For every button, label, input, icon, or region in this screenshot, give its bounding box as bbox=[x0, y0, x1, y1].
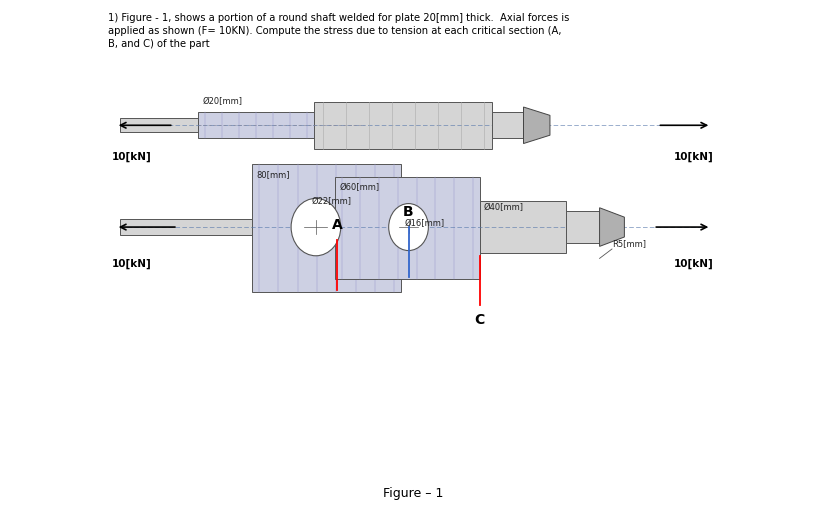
Polygon shape bbox=[600, 208, 624, 246]
Polygon shape bbox=[523, 107, 550, 144]
Text: 10[kN]: 10[kN] bbox=[112, 258, 151, 269]
Ellipse shape bbox=[291, 198, 341, 256]
Bar bbox=[314, 102, 492, 149]
Text: Ø20[mm]: Ø20[mm] bbox=[203, 97, 242, 106]
Ellipse shape bbox=[389, 204, 428, 251]
Text: Ø16[mm]: Ø16[mm] bbox=[404, 219, 445, 228]
Text: 10[kN]: 10[kN] bbox=[674, 151, 714, 162]
Bar bbox=[120, 219, 252, 235]
Text: R5[mm]: R5[mm] bbox=[612, 239, 646, 248]
Text: Ø22[mm]: Ø22[mm] bbox=[312, 197, 351, 206]
Text: C: C bbox=[475, 313, 485, 327]
Bar bbox=[252, 164, 401, 292]
Bar bbox=[120, 118, 198, 132]
Bar bbox=[480, 201, 566, 253]
Text: B: B bbox=[404, 205, 414, 219]
Text: Figure – 1: Figure – 1 bbox=[383, 487, 444, 500]
Text: 10[kN]: 10[kN] bbox=[674, 258, 714, 269]
Text: Ø40[mm]: Ø40[mm] bbox=[484, 204, 523, 212]
Bar bbox=[335, 177, 480, 279]
Text: Ø60[mm]: Ø60[mm] bbox=[339, 183, 380, 192]
Text: 10[kN]: 10[kN] bbox=[112, 151, 151, 162]
Bar bbox=[566, 211, 600, 243]
Text: 80[mm]: 80[mm] bbox=[256, 170, 290, 179]
Text: 1) Figure - 1, shows a portion of a round shaft welded for plate 20[mm] thick.  : 1) Figure - 1, shows a portion of a roun… bbox=[108, 13, 569, 50]
Bar bbox=[198, 112, 364, 138]
Text: A: A bbox=[332, 218, 342, 232]
Bar bbox=[492, 112, 523, 138]
